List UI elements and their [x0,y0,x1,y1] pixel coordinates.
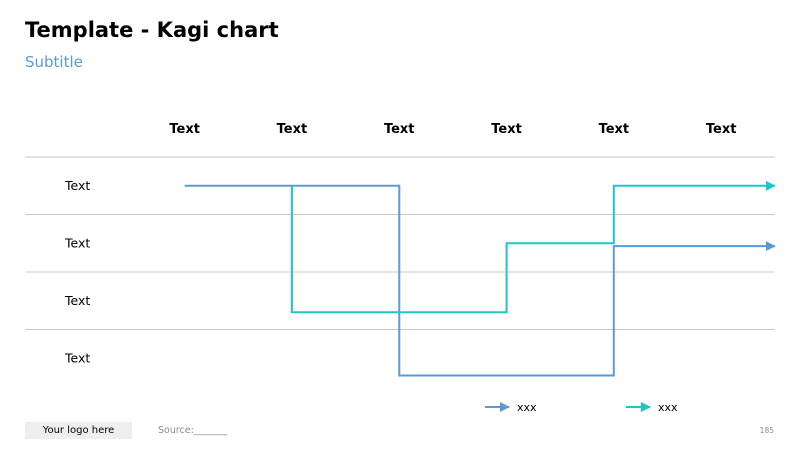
legend-label: xxx [658,401,678,414]
row-label: Text [64,235,90,250]
column-header: Text [277,122,308,137]
column-header: Text [706,122,737,137]
kagi-series-line [184,184,776,377]
column-header: Text [491,122,522,137]
row-label: Text [64,178,90,193]
page-title: Template - Kagi chart [25,18,279,42]
logo-placeholder: Your logo here [25,422,132,439]
page-subtitle: Subtitle [25,53,83,71]
kagi-series-line [290,180,776,314]
page-number: 185 [759,426,774,435]
column-header: Text [384,122,415,137]
source-label: Source:_______ [158,425,228,436]
row-label: Text [64,293,90,308]
column-header: Text [599,122,630,137]
legend-label: xxx [517,401,537,414]
row-label: Text [64,350,90,365]
column-header: Text [169,122,200,137]
